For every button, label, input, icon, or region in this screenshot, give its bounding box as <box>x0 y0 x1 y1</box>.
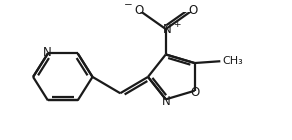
Text: N: N <box>162 23 171 36</box>
Text: O: O <box>188 4 197 17</box>
Text: O: O <box>190 86 199 99</box>
Text: N: N <box>161 95 170 108</box>
Text: CH₃: CH₃ <box>222 56 243 66</box>
Text: −: − <box>124 0 133 10</box>
Text: N: N <box>43 46 51 59</box>
Text: O: O <box>134 4 144 17</box>
Text: +: + <box>173 20 180 29</box>
